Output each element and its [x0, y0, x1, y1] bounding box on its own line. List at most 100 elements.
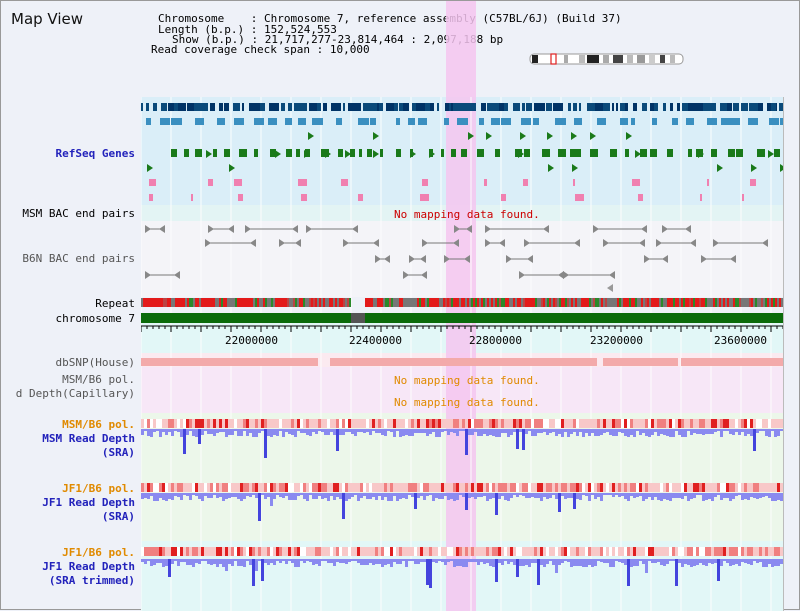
repeat-segment	[345, 298, 347, 307]
read-depth-bin	[612, 493, 615, 497]
snp-segment	[510, 358, 513, 366]
polymorphism-bin	[681, 547, 684, 556]
read-depth-bin	[237, 429, 240, 436]
gene-feature	[160, 118, 170, 125]
gene-feature	[575, 194, 584, 201]
read-depth-bin	[600, 493, 603, 501]
snp-segment	[399, 358, 402, 366]
track-label-msm-b6-pol[interactable]: MSM/B6 pol.	[62, 418, 135, 431]
track-label-jf1-b6-pol[interactable]: JF1/B6 pol.	[62, 482, 135, 495]
polymorphism-bin	[480, 483, 483, 492]
polymorphism-bin	[309, 483, 312, 492]
track-label-jf1-sra-trimmed[interactable]: (SRA trimmed)	[48, 574, 135, 587]
polymorphism-bin	[756, 547, 759, 556]
repeat-segment	[235, 298, 237, 307]
repeat-segment	[619, 298, 621, 307]
read-depth-bin	[417, 559, 420, 564]
polymorphism-bin	[564, 547, 567, 556]
repeat-segment	[237, 298, 239, 307]
polymorphism-bin	[339, 483, 342, 492]
polymorphism-bin	[198, 547, 201, 556]
bac-end	[485, 239, 491, 247]
gene-feature	[321, 149, 329, 157]
read-depth-bin	[507, 493, 510, 501]
repeat-segment	[467, 298, 469, 307]
polymorphism-bin	[243, 547, 246, 556]
read-depth-bin	[693, 493, 696, 498]
polymorphism-bin	[471, 547, 474, 556]
polymorphism-bin	[288, 483, 291, 492]
read-depth-bin	[495, 493, 498, 515]
track-label-jf1-read-depth-2[interactable]: JF1 Read Depth	[42, 560, 135, 573]
gene-feature	[686, 118, 694, 125]
polymorphism-bin	[465, 547, 468, 556]
axis-tick-label: 23600000	[714, 334, 767, 347]
track-label-msm-read-depth[interactable]: MSM Read Depth	[42, 432, 135, 445]
track-label-dbsnp[interactable]: dbSNP(House)	[55, 356, 135, 369]
track-label-jf1-read-depth[interactable]: JF1 Read Depth	[42, 496, 135, 509]
snp-segment	[285, 358, 288, 366]
snp-segment	[474, 358, 477, 366]
repeat-segment	[519, 298, 521, 307]
snp-segment	[696, 358, 699, 366]
genome-track-canvas[interactable]	[141, 1, 783, 611]
read-depth-bin	[705, 493, 708, 500]
polymorphism-bin	[663, 483, 666, 492]
repeat-segment	[641, 298, 643, 307]
read-depth-bin	[303, 429, 306, 433]
read-depth-bin	[168, 429, 171, 432]
repeat-segment	[153, 298, 155, 307]
track-label-repeat[interactable]: Repeat	[95, 297, 135, 310]
polymorphism-bin	[414, 547, 417, 556]
read-depth-bin	[156, 559, 159, 563]
snp-segment	[147, 358, 150, 366]
repeat-segment	[197, 298, 199, 307]
read-depth-bin	[621, 559, 624, 563]
track-label-b6n-bac[interactable]: B6N BAC end pairs	[22, 252, 135, 265]
repeat-segment	[725, 298, 727, 307]
track-label-read-depth-capillary[interactable]: d Depth(Capillary)	[15, 387, 135, 400]
bac-end	[375, 255, 381, 263]
read-depth-bin	[288, 493, 291, 500]
track-label-chromosome[interactable]: chromosome 7	[55, 312, 135, 325]
read-depth-bin	[516, 559, 519, 577]
track-label-msm-bac[interactable]: MSM BAC end pairs	[22, 207, 135, 220]
read-depth-bin	[264, 493, 267, 499]
read-depth-bin	[372, 559, 375, 565]
gene-feature	[298, 118, 306, 125]
polymorphism-bin	[627, 547, 630, 556]
gene-feature	[521, 118, 531, 125]
read-depth-bin	[231, 429, 234, 435]
repeat-segment	[731, 298, 733, 307]
gene-feature	[161, 103, 167, 111]
snp-segment	[471, 358, 474, 366]
polymorphism-bin	[702, 547, 705, 556]
track-label-jf1-sra[interactable]: (SRA)	[101, 510, 135, 523]
repeat-segment	[459, 298, 461, 307]
repeat-segment	[555, 298, 557, 307]
polymorphism-bin	[189, 419, 192, 428]
read-depth-bin	[483, 429, 486, 434]
track-label-jf1-b6-pol-2[interactable]: JF1/B6 pol.	[62, 546, 135, 559]
track-label-refseq-genes[interactable]: RefSeq Genes	[55, 147, 135, 160]
repeat-segment	[729, 298, 731, 307]
gene-feature	[275, 150, 281, 158]
track-label-msm-b6-pol-top[interactable]: MSM/B6 pol.	[62, 373, 135, 386]
track-label-msm-sra[interactable]: (SRA)	[101, 446, 135, 459]
repeat-segment	[323, 298, 325, 307]
polymorphism-bin	[327, 547, 330, 556]
read-depth-bin	[651, 559, 654, 563]
polymorphism-bin	[429, 483, 432, 492]
repeat-segment	[741, 298, 743, 307]
polymorphism-bin	[246, 483, 249, 492]
snp-segment	[315, 358, 318, 366]
chromosome-ideogram[interactable]	[529, 52, 685, 66]
polymorphism-bin	[642, 547, 645, 556]
snp-segment	[492, 358, 495, 366]
snp-segment	[444, 358, 447, 366]
read-depth-bin	[414, 429, 417, 433]
gene-feature	[146, 103, 149, 111]
repeat-segment	[421, 298, 423, 307]
read-depth-bin	[594, 493, 597, 499]
polymorphism-bin	[219, 483, 222, 492]
